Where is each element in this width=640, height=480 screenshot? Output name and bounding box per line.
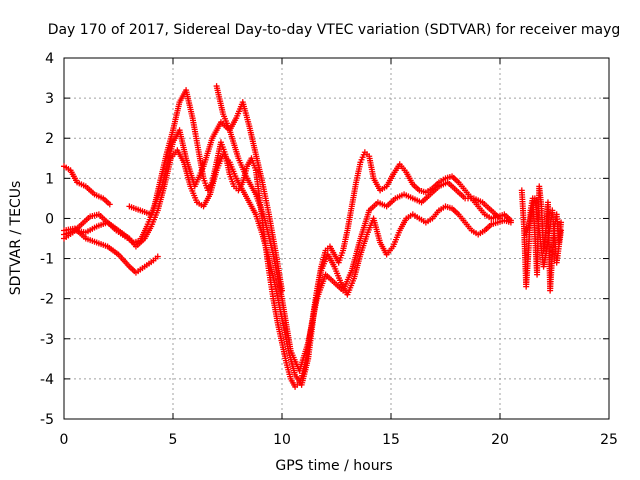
x-tick-label: 25	[600, 432, 618, 448]
data-markers	[61, 83, 565, 390]
y-tick-label: 4	[45, 51, 54, 67]
y-tick-label: 3	[45, 91, 54, 107]
data-point	[558, 227, 565, 234]
data-point	[279, 287, 285, 294]
y-tick-label: -3	[40, 332, 54, 348]
data-point	[497, 215, 503, 222]
data-point	[154, 253, 161, 260]
axis-ticks: -5 -4 -3 -2 -1 0 1 2 3 4 0 5 10 15 20 25	[40, 51, 618, 448]
y-tick-label: -4	[40, 372, 54, 388]
x-tick-label: 10	[273, 432, 291, 448]
data-point	[558, 219, 565, 226]
y-tick-label: 1	[45, 171, 54, 187]
series-track-h	[523, 195, 565, 270]
x-tick-label: 5	[169, 432, 178, 448]
x-tick-label: 20	[491, 432, 509, 448]
series-track-g	[518, 183, 565, 294]
data-point	[106, 201, 113, 208]
x-tick-label: 15	[382, 432, 400, 448]
data-point	[507, 219, 514, 226]
x-tick-label: 0	[60, 432, 69, 448]
chart-title: Day 170 of 2017, Sidereal Day-to-day VTE…	[48, 22, 621, 38]
y-tick-label: -2	[40, 292, 54, 308]
x-axis-label: GPS time / hours	[275, 458, 392, 474]
series-track-e	[126, 119, 503, 374]
series-track-a	[61, 163, 113, 208]
series-track-f	[213, 83, 285, 294]
y-tick-label: -5	[40, 412, 54, 428]
y-tick-label: -1	[40, 252, 54, 268]
y-axis-label: SDTVAR / TECUs	[8, 181, 24, 296]
y-tick-label: 2	[45, 131, 54, 147]
y-tick-label: 0	[45, 211, 54, 227]
